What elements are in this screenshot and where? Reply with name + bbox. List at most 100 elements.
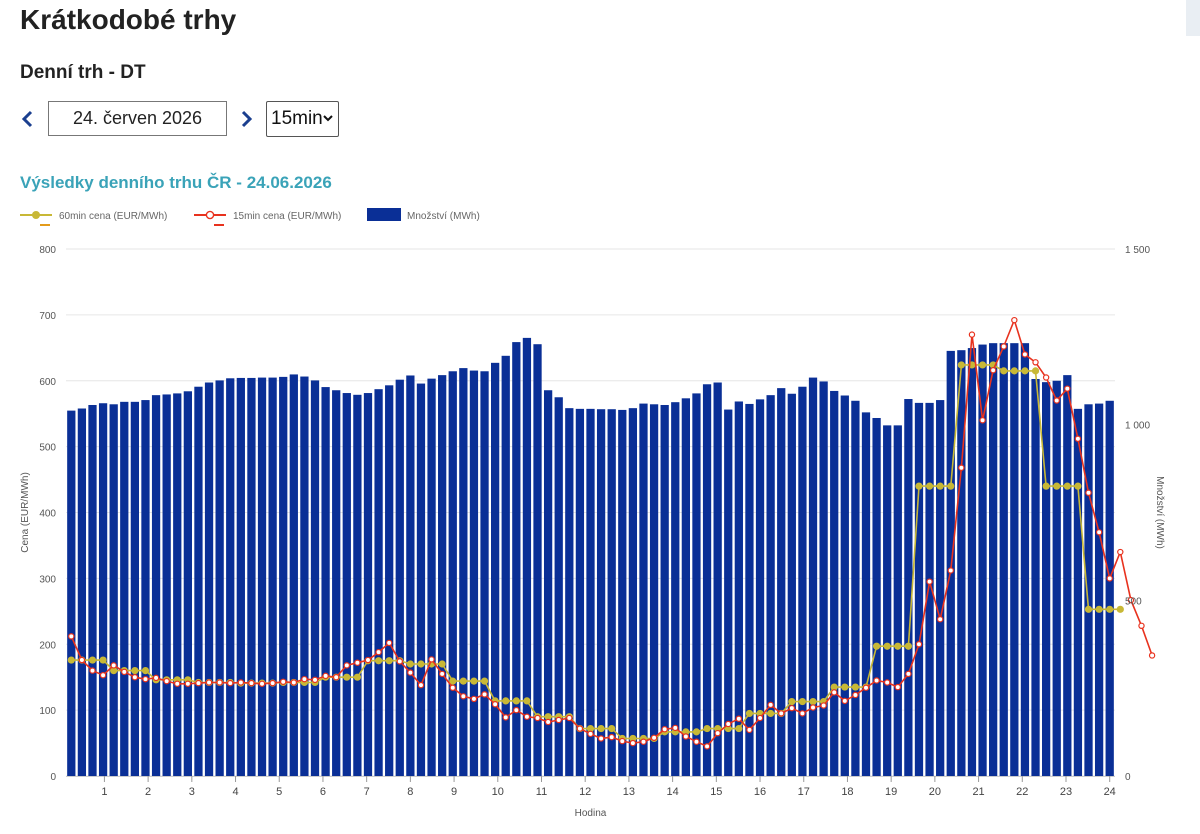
point-15min (1042, 374, 1050, 381)
bar (692, 393, 701, 776)
bar (300, 376, 309, 776)
point-60min (883, 642, 891, 650)
point-15min (407, 669, 414, 676)
bar (469, 370, 479, 776)
bar (1031, 378, 1040, 776)
point-60min (682, 728, 690, 736)
y-left-tick-label: 800 (39, 245, 56, 256)
legend-label: Množství (MWh) (407, 211, 480, 222)
bar (183, 391, 192, 776)
point-60min (629, 734, 637, 743)
bar (734, 401, 743, 776)
bar (130, 401, 140, 776)
bar (236, 377, 245, 776)
point-15min (862, 684, 870, 691)
point-15min (1138, 622, 1145, 630)
bar (342, 393, 351, 776)
point-15min (269, 679, 276, 687)
bar (374, 389, 383, 776)
bar (448, 371, 457, 776)
bar (1010, 343, 1019, 776)
point-60min (809, 697, 817, 706)
x-tick-label: 23 (1060, 786, 1072, 798)
bar (67, 410, 76, 776)
point-15min (968, 331, 976, 338)
point-60min (872, 642, 881, 650)
point-15min (1106, 575, 1113, 582)
point-15min (587, 730, 594, 738)
legend-item-60min: 60min cena (EUR/MWh) (20, 211, 167, 226)
bar (925, 402, 934, 776)
point-60min (131, 667, 139, 675)
x-tick-label: 15 (710, 786, 722, 798)
point-15min (629, 739, 637, 747)
y-left-tick-label: 400 (39, 509, 56, 520)
bar (427, 378, 436, 776)
point-60min (703, 724, 711, 733)
bar (1084, 404, 1093, 776)
x-tick-label: 19 (885, 786, 897, 798)
y-left-axis-title: Cena (EUR/MWh) (20, 472, 31, 553)
point-15min (301, 675, 308, 683)
legend-item-quantity: Množství (MWh) (367, 208, 480, 222)
bar (681, 398, 690, 776)
x-axis-title: Hodina (575, 808, 607, 819)
bar (141, 400, 150, 776)
point-60min (459, 677, 467, 685)
date-input[interactable]: 24. červen 2026 (48, 101, 227, 136)
bar (1020, 343, 1030, 776)
point-15min (1074, 435, 1082, 442)
point-15min (534, 714, 541, 722)
point-60min (894, 642, 902, 650)
point-15min (809, 704, 817, 711)
bar (618, 409, 627, 776)
bar (162, 394, 171, 776)
x-tick-label: 4 (232, 786, 238, 798)
point-15min (481, 691, 488, 698)
point-60min (480, 677, 489, 685)
point-15min (1000, 343, 1007, 350)
bar (1094, 403, 1104, 776)
bar (967, 348, 977, 776)
x-tick-label: 9 (451, 786, 457, 798)
y-left-tick-label: 600 (39, 377, 56, 388)
chevron-down-icon (322, 102, 334, 149)
x-tick-label: 1 (101, 786, 107, 798)
point-15min (799, 710, 806, 717)
point-15min (174, 680, 181, 687)
bar (787, 393, 796, 776)
point-15min (555, 716, 562, 724)
point-60min (586, 724, 595, 733)
point-15min (184, 680, 192, 687)
x-tick-label: 3 (189, 786, 195, 798)
y-right-tick-label: 500 (1125, 596, 1142, 607)
point-60min (957, 361, 965, 369)
bar (332, 390, 341, 776)
interval-select[interactable]: 15min (266, 101, 339, 137)
bar (808, 377, 818, 776)
point-15min (1053, 397, 1060, 404)
point-15min (852, 691, 859, 699)
point-15min (354, 659, 361, 666)
x-tick-label: 21 (972, 786, 984, 798)
point-60min (417, 660, 425, 668)
y-right-tick-label: 0 (1125, 772, 1131, 783)
point-60min (1116, 605, 1124, 613)
bar (533, 344, 542, 776)
point-60min (343, 673, 351, 681)
point-15min (640, 738, 647, 745)
point-15min (343, 662, 350, 669)
next-day-button[interactable] (236, 106, 256, 132)
scrollbar-edge (1186, 0, 1200, 36)
x-tick-label: 5 (276, 786, 282, 798)
point-15min (364, 656, 372, 664)
point-15min (566, 714, 573, 722)
bar (353, 394, 362, 776)
point-15min (89, 667, 96, 674)
point-15min (661, 726, 668, 733)
x-tick-label: 2 (145, 786, 151, 798)
point-15min (332, 673, 340, 681)
legend-swatch-bar (367, 208, 401, 221)
bar (1041, 382, 1051, 776)
prev-day-button[interactable] (18, 106, 38, 132)
